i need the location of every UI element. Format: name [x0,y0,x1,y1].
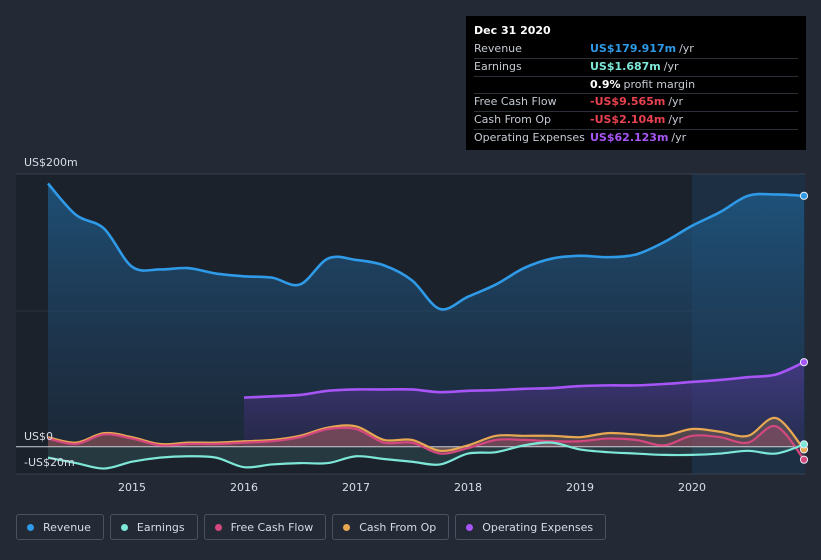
tooltip-row-value: US$1.687m [590,59,661,76]
legend-label: Revenue [43,521,91,534]
free-cash-flow-endpoint[interactable] [800,456,807,463]
tooltip-row-unit: profit margin [624,77,696,94]
legend-label: Cash From Op [359,521,436,534]
tooltip-row-label [474,77,590,94]
legend-item-revenue[interactable]: Revenue [16,514,104,540]
tooltip-row-value: US$62.123m [590,130,668,147]
tooltip-row: Revenue US$179.917m/yr [474,41,798,58]
y-label-bottom: -US$20m [24,456,75,469]
tooltip-row-value: -US$9.565m [590,94,665,111]
tooltip-row-label: Free Cash Flow [474,94,590,111]
legend-dot-icon [343,524,350,531]
tooltip-row-label: Operating Expenses [474,130,590,147]
earnings-endpoint[interactable] [800,441,807,448]
tooltip-row-value: US$179.917m [590,41,676,58]
x-tick-label: 2016 [230,481,258,494]
legend-item-cash-from-op[interactable]: Cash From Op [332,514,449,540]
legend-item-operating-expenses[interactable]: Operating Expenses [455,514,606,540]
x-tick-label: 2017 [342,481,370,494]
tooltip-row-unit: /yr [664,59,679,76]
tooltip-row-value: 0.9% [590,77,621,94]
x-tick-label: 2019 [566,481,594,494]
tooltip-row-unit: /yr [671,130,686,147]
tooltip-row: Free Cash Flow -US$9.565m/yr [474,93,798,111]
tooltip-row-label: Cash From Op [474,112,590,129]
legend-dot-icon [215,524,222,531]
y-label-top: US$200m [24,156,78,169]
tooltip-row-unit: /yr [679,41,694,58]
legend-item-free-cash-flow[interactable]: Free Cash Flow [204,514,327,540]
tooltip-row: Earnings US$1.687m/yr [474,58,798,76]
tooltip-row-unit: /yr [668,112,683,129]
x-tick-label: 2015 [118,481,146,494]
legend-label: Free Cash Flow [231,521,314,534]
tooltip-row: Cash From Op -US$2.104m/yr [474,111,798,129]
revenue-endpoint[interactable] [800,192,807,199]
legend-dot-icon [27,524,34,531]
x-tick-label: 2018 [454,481,482,494]
tooltip-row: Operating Expenses US$62.123m/yr [474,129,798,147]
legend-label: Operating Expenses [482,521,593,534]
operating-expenses-endpoint[interactable] [800,359,807,366]
legend: Revenue Earnings Free Cash Flow Cash From O… [16,514,606,542]
tooltip-row-label: Revenue [474,41,590,58]
tooltip-row-label: Earnings [474,59,590,76]
tooltip-date: Dec 31 2020 [474,24,798,40]
y-label-zero: US$0 [24,430,53,443]
legend-item-earnings[interactable]: Earnings [110,514,198,540]
legend-dot-icon [121,524,128,531]
tooltip-row-value: -US$2.104m [590,112,665,129]
legend-label: Earnings [137,521,185,534]
tooltip-row-unit: /yr [668,94,683,111]
legend-dot-icon [466,524,473,531]
x-tick-label: 2020 [678,481,706,494]
tooltip: Dec 31 2020 Revenue US$179.917m/yr Earning… [466,16,806,150]
tooltip-row: 0.9% profit margin [474,76,798,94]
